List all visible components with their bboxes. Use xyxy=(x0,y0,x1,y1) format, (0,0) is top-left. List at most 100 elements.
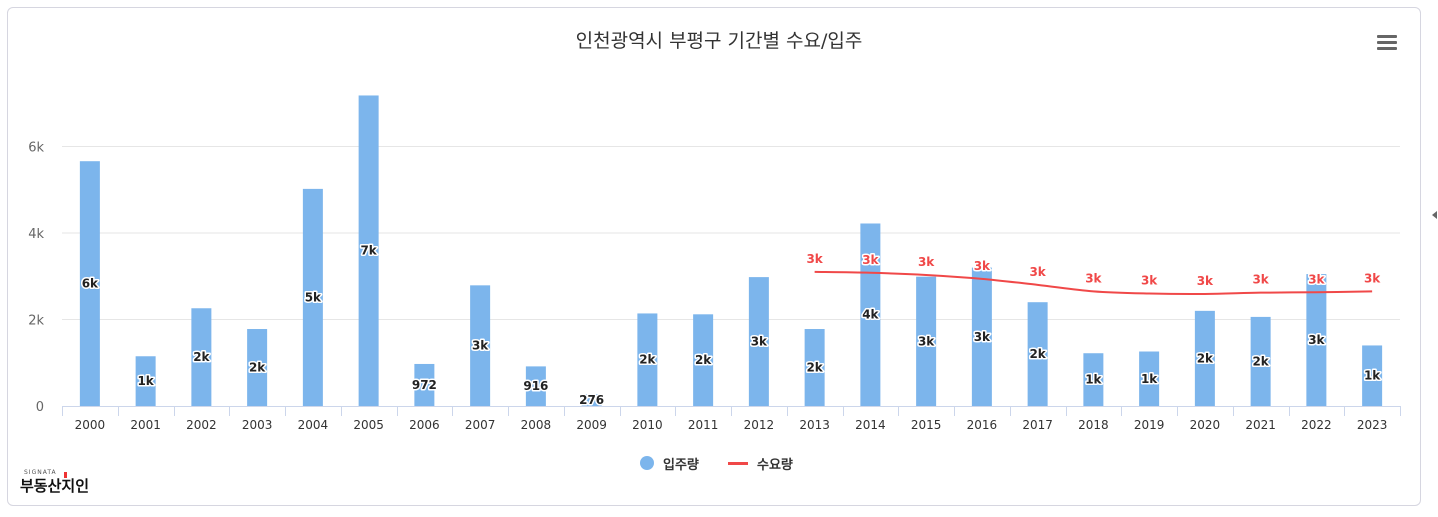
bar-data-label: 3k xyxy=(751,335,768,349)
bar-data-label: 1k xyxy=(137,374,154,388)
bar-data-label: 1k xyxy=(1085,373,1102,387)
x-tick-label: 2014 xyxy=(855,418,886,432)
grid-layer xyxy=(62,146,1400,320)
x-tick-label: 2003 xyxy=(242,418,273,432)
bar xyxy=(693,314,714,406)
line-data-label: 3k xyxy=(974,259,991,273)
line-data-label: 3k xyxy=(1252,273,1269,287)
line-data-label: 3k xyxy=(1197,274,1214,288)
x-tick-label: 2016 xyxy=(967,418,998,432)
bar xyxy=(804,329,825,406)
legend-label: 입주량 xyxy=(663,457,699,473)
bar-data-label: 2k xyxy=(249,361,266,375)
x-tick-label: 2009 xyxy=(576,418,607,432)
bar-data-label: 7k xyxy=(360,244,377,258)
bar xyxy=(1194,310,1215,406)
bar xyxy=(302,188,323,406)
line-data-label: 3k xyxy=(1308,272,1325,286)
x-tick-label: 2005 xyxy=(353,418,384,432)
bar xyxy=(971,267,992,406)
legend-label: 수요량 xyxy=(757,457,793,473)
logo-accent-mark xyxy=(64,472,67,478)
collapse-arrow-icon[interactable] xyxy=(1432,211,1437,219)
budongsan-jiin-logo: SIGNATA 부동산지인 xyxy=(20,469,100,497)
x-tick-label: 2020 xyxy=(1190,418,1221,432)
x-tick-label: 2023 xyxy=(1357,418,1388,432)
x-tick-label: 2006 xyxy=(409,418,440,432)
bar-data-label: 1k xyxy=(1141,372,1158,386)
bar xyxy=(1362,345,1383,406)
bar-data-label: 3k xyxy=(974,330,991,344)
bar xyxy=(358,95,379,406)
x-tick-label: 2012 xyxy=(744,418,775,432)
bar-data-label: 3k xyxy=(472,339,489,353)
bar-data-label: 2k xyxy=(695,353,712,367)
bar xyxy=(748,277,769,406)
y-tick-label: 2k xyxy=(28,314,44,329)
x-tick-label: 2017 xyxy=(1022,418,1053,432)
legend-circle-icon xyxy=(640,456,654,470)
legend-item-demand[interactable]: 수요량 xyxy=(728,452,793,474)
bar xyxy=(525,366,546,406)
bar-data-label: 276 xyxy=(579,393,604,407)
bar-data-label: 4k xyxy=(862,308,879,322)
x-tick-label: 2008 xyxy=(521,418,552,432)
bar-layer xyxy=(79,95,1383,406)
logo-small-text: SIGNATA xyxy=(24,469,57,476)
axis-layer: 0 2k 4k 6k 2000 2001 2002 2003 2004 2005 2006 2007 2… xyxy=(28,141,1401,432)
bar-data-label: 6k xyxy=(82,277,99,291)
line-data-label: 3k xyxy=(918,255,935,269)
bar xyxy=(860,223,881,406)
x-tick-label: 2015 xyxy=(911,418,942,432)
bar-data-label: 3k xyxy=(1308,333,1325,347)
x-tick-label: 2001 xyxy=(130,418,161,432)
hamburger-menu-icon[interactable] xyxy=(1376,33,1398,51)
bar xyxy=(1027,302,1048,406)
line-data-label: 3k xyxy=(862,253,879,267)
y-tick-label: 4k xyxy=(28,227,44,242)
x-tick-label: 2002 xyxy=(186,418,217,432)
x-tick-label: 2000 xyxy=(75,418,106,432)
legend: 입주량 수요량 xyxy=(0,452,1438,474)
bar-data-label: 3k xyxy=(918,334,935,348)
bar xyxy=(79,161,100,406)
line-data-label: 3k xyxy=(1141,274,1158,288)
bar xyxy=(191,308,212,406)
bar xyxy=(470,285,491,406)
x-tick-label: 2018 xyxy=(1078,418,1109,432)
legend-line-icon xyxy=(728,461,748,465)
bar-data-label: 1k xyxy=(1364,369,1381,383)
y-tick-label: 6k xyxy=(28,141,44,156)
line-data-label: 3k xyxy=(1029,265,1046,279)
demand-line xyxy=(814,270,1373,296)
line-data-label: 3k xyxy=(806,252,823,266)
bar xyxy=(916,276,937,406)
line-layer xyxy=(814,270,1373,296)
bar-data-label: 2k xyxy=(1252,354,1269,368)
bar-data-label: 916 xyxy=(523,379,548,393)
x-tick-label: 2019 xyxy=(1134,418,1165,432)
bar xyxy=(637,313,658,406)
bar xyxy=(1306,274,1327,406)
line-data-label: 3k xyxy=(1085,271,1102,285)
bar xyxy=(135,356,156,406)
label-layer: 6k 1k 2k 2k 5k 7k 972 3k 916 276 2k 2k 3k 2k 4k 3k 3k 2k 1… xyxy=(80,242,1383,408)
logo-text: 부동산지인 xyxy=(20,477,90,495)
bar xyxy=(1083,353,1104,406)
x-tick-label: 2004 xyxy=(298,418,329,432)
bar-data-label: 2k xyxy=(806,361,823,375)
chart-title: 인천광역시 부평구 기간별 수요/입주 xyxy=(575,30,863,52)
bar xyxy=(414,363,435,406)
x-tick-label: 2010 xyxy=(632,418,663,432)
bar-data-label: 2k xyxy=(1029,347,1046,361)
bar-data-label: 2k xyxy=(193,350,210,364)
chart-card xyxy=(7,7,1421,506)
line-data-label: 3k xyxy=(1364,271,1381,285)
y-tick-label: 0 xyxy=(36,400,44,415)
legend-item-move-in[interactable]: 입주량 xyxy=(640,452,699,474)
x-tick-label: 2007 xyxy=(465,418,496,432)
bar xyxy=(1250,316,1271,406)
x-tick-label: 2011 xyxy=(688,418,719,432)
bar xyxy=(581,394,602,406)
